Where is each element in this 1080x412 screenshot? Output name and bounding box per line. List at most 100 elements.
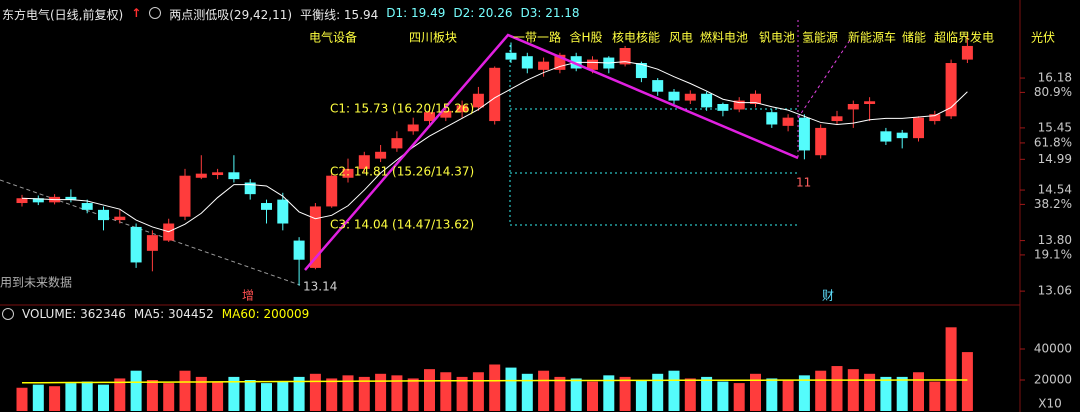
volume-bar (782, 380, 794, 411)
sector-tag: 电气设备 (309, 30, 357, 45)
candle-body (684, 93, 696, 101)
volume-bar (945, 327, 957, 411)
volume-bar (32, 384, 44, 411)
fib-tick-label: 19.1% (1034, 247, 1072, 261)
volume-bar (766, 378, 778, 411)
candle-body (114, 216, 126, 221)
volume-bar (179, 370, 191, 411)
wave-line (304, 33, 799, 271)
volume-bar (114, 378, 126, 411)
ma-line (21, 61, 968, 233)
indicator: MA60: 200009 (221, 307, 310, 321)
volume-bar (65, 383, 77, 411)
volume-bar (98, 384, 109, 411)
volume-bar (717, 381, 729, 411)
ma60-line (21, 379, 968, 384)
volume-bar (554, 376, 566, 411)
candle-body (635, 63, 647, 79)
y-tick-label: 16.18 (1038, 71, 1072, 85)
volume-bar (733, 383, 745, 411)
candle-body (65, 196, 77, 200)
sector-tag: 氢能源 (802, 30, 838, 45)
candle-body (489, 67, 501, 122)
candle-body (277, 199, 289, 224)
candle-body (913, 117, 924, 139)
volume-bar (424, 369, 435, 411)
sector-tag: 钒电池 (759, 30, 795, 45)
projection (797, 39, 851, 119)
candle-body (717, 104, 729, 111)
y-tick-label: 15.45 (1038, 120, 1072, 134)
candle-body (652, 80, 664, 92)
candle-body (146, 235, 158, 251)
volume-bar (913, 372, 924, 411)
volume-bar (831, 366, 843, 411)
candle-body (766, 112, 778, 125)
volume-bar (538, 370, 550, 411)
candle-body (16, 198, 28, 204)
annotation: C2: 14.81 (15.26/14.37) (330, 165, 474, 179)
candle-body (538, 61, 550, 70)
sector-tag: 含H股 (569, 30, 602, 45)
settings-icon[interactable] (149, 7, 162, 19)
volume-header: VOLUME: 362346 MA5: 304452 MA60: 200009 (2, 307, 309, 321)
volume-bar (505, 367, 517, 411)
settings-icon[interactable] (2, 308, 14, 320)
volume-bar (440, 372, 452, 411)
sector-tag: 核电核能 (612, 31, 660, 45)
candle-body (961, 45, 973, 60)
volume-bar (163, 383, 175, 411)
candle-body (228, 172, 240, 180)
volume-bar (228, 376, 240, 411)
sector-tag: 四川板块 (409, 31, 457, 45)
candle-body (798, 117, 810, 151)
candle-body (815, 127, 827, 156)
volume-bar (815, 370, 827, 411)
volume-bar (277, 381, 289, 411)
annotation: 11 (796, 176, 811, 190)
annotation: 用到未来数据 (0, 275, 72, 290)
candle-body (195, 173, 207, 178)
candle-body (587, 59, 598, 70)
indicator: D1: 19.49 (386, 6, 446, 20)
volume-bar (358, 376, 370, 411)
volume-bar (521, 373, 533, 411)
volume-bar (81, 381, 93, 411)
fib-tick-label: 61.8% (1034, 135, 1072, 149)
volume-bar (929, 381, 941, 411)
candle-body (929, 114, 941, 122)
candle-body (440, 110, 452, 118)
volume-bar (16, 387, 28, 411)
fib-tick-label: 38.2% (1034, 197, 1072, 211)
candle-body (521, 56, 533, 69)
volume-bar (342, 375, 354, 411)
sector-tag: 新能源车 (848, 30, 896, 45)
candle-body (32, 198, 44, 203)
candle-body (261, 203, 272, 210)
volume-bar (570, 378, 582, 411)
volume-bar (244, 380, 256, 411)
volume-bar (212, 381, 224, 411)
candle-body (130, 226, 142, 263)
volume-bar (798, 375, 810, 411)
sector-tag: 光伏 (1031, 31, 1055, 45)
volume-bar (293, 376, 305, 411)
volume-bar (603, 375, 615, 411)
candle-body (98, 209, 109, 221)
volume-bar (49, 386, 61, 411)
candle-body (864, 101, 876, 104)
y-tick-label: 13.06 (1038, 284, 1072, 298)
candle-body (505, 52, 517, 60)
volume-bar (489, 364, 501, 411)
candle-body (782, 117, 794, 126)
volume-bar (587, 381, 598, 411)
volume-bar (130, 370, 142, 411)
y-tick-label: 40000 (1034, 342, 1072, 356)
volume-bar (635, 380, 647, 411)
sector-tag: 储能 (902, 30, 926, 45)
volume-bar (326, 378, 338, 411)
volume-bar (391, 375, 403, 411)
volume-bar (668, 370, 680, 411)
volume-bar (309, 373, 321, 411)
